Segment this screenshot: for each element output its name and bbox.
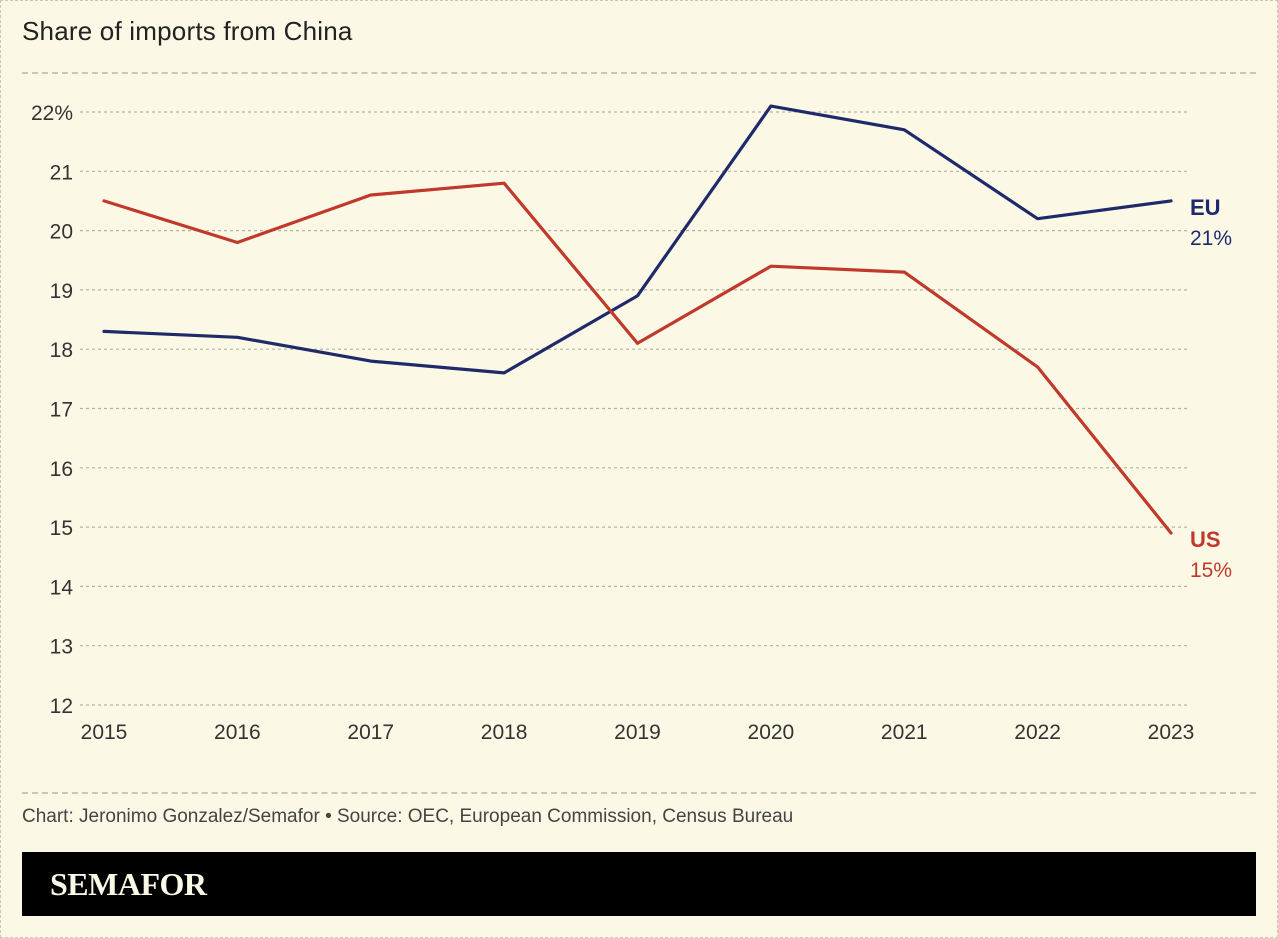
series-line-us — [102, 181, 1173, 535]
chart-title: Share of imports from China — [22, 16, 353, 46]
series-line-eu — [102, 104, 1173, 375]
x-tick-label: 2022 — [1014, 721, 1061, 744]
y-tick-label: 15 — [50, 517, 73, 540]
brand-footer: SEMAFOR — [22, 852, 1256, 916]
y-tick-label: 20 — [50, 221, 73, 244]
y-tick-label: 22% — [31, 102, 73, 125]
x-tick-label: 2023 — [1148, 721, 1195, 744]
series-label-us: US — [1190, 527, 1221, 552]
x-tick-label: 2018 — [481, 721, 528, 744]
y-tick-label: 13 — [50, 636, 73, 659]
y-tick-label: 14 — [50, 576, 74, 599]
chart-credit: Chart: Jeronimo Gonzalez/Semafor • Sourc… — [22, 806, 794, 827]
x-tick-label: 2015 — [81, 721, 128, 744]
x-tick-label: 2016 — [214, 721, 261, 744]
series-value-eu: 21% — [1190, 227, 1232, 250]
y-tick-label: 17 — [50, 399, 73, 422]
series-label-eu: EU — [1190, 195, 1221, 220]
x-tick-label: 2021 — [881, 721, 928, 744]
top-divider — [22, 72, 1256, 74]
series-value-us: 15% — [1190, 559, 1232, 582]
y-tick-label: 18 — [50, 339, 73, 362]
y-tick-label: 19 — [50, 280, 73, 303]
x-tick-label: 2019 — [614, 721, 661, 744]
x-tick-label: 2020 — [748, 721, 795, 744]
semafor-logo: SEMAFOR — [50, 866, 207, 902]
y-tick-label: 16 — [50, 458, 73, 481]
y-tick-label: 21 — [50, 161, 73, 184]
y-tick-label: 12 — [50, 695, 73, 718]
x-tick-label: 2017 — [347, 721, 394, 744]
bottom-divider — [22, 792, 1256, 794]
